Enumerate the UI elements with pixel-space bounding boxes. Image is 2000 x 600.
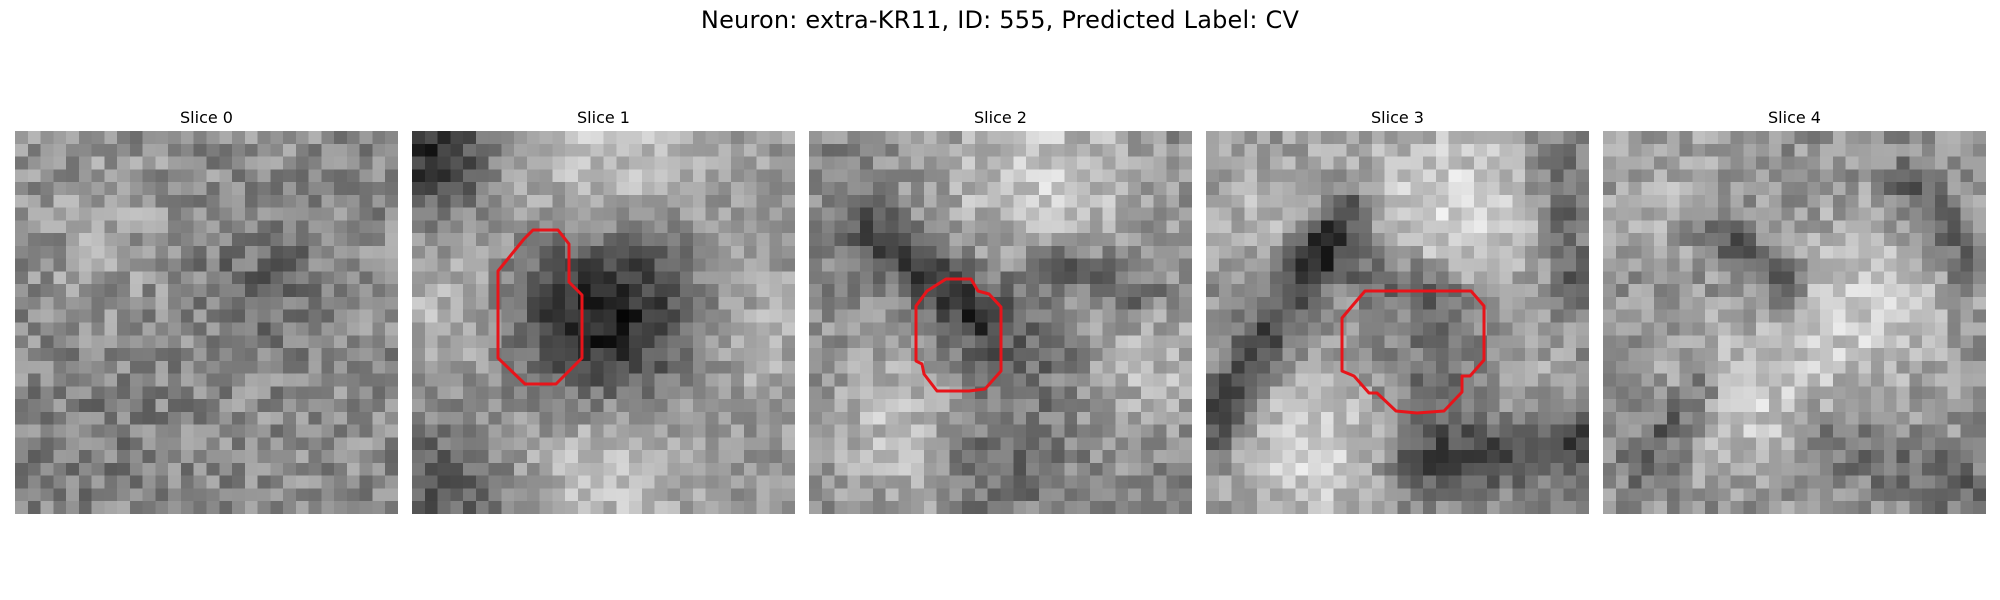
segmentation-contour-2	[914, 277, 1003, 393]
slice-image-canvas-4	[1603, 131, 1986, 514]
slice-title-0: Slice 0	[180, 108, 233, 127]
slice-image-4	[1603, 131, 1986, 514]
segmentation-contour-3	[1340, 289, 1486, 415]
slice-image-2	[809, 131, 1192, 514]
slice-image-canvas-0	[15, 131, 398, 514]
figure-title: Neuron: extra-KR11, ID: 555, Predicted L…	[700, 6, 1300, 34]
slice-image-0	[15, 131, 398, 514]
slice-panel-0: Slice 0	[15, 105, 398, 514]
contour-overlay-2	[914, 277, 1003, 393]
slice-image-1	[412, 131, 795, 514]
contour-overlay-3	[1340, 289, 1486, 415]
slice-panel-4: Slice 4	[1603, 105, 1986, 514]
slice-title-3: Slice 3	[1371, 108, 1424, 127]
slice-title-1: Slice 1	[577, 108, 630, 127]
slice-image-3	[1206, 131, 1589, 514]
slice-panel-1: Slice 1	[412, 105, 795, 514]
slice-image-canvas-3	[1206, 131, 1589, 514]
contour-overlay-1	[496, 228, 584, 386]
slice-panel-2: Slice 2	[809, 105, 1192, 514]
slice-panel-3: Slice 3	[1206, 105, 1589, 514]
slice-image-canvas-1	[412, 131, 795, 514]
slice-title-4: Slice 4	[1768, 108, 1821, 127]
segmentation-contour-1	[496, 228, 584, 386]
slice-title-2: Slice 2	[974, 108, 1027, 127]
